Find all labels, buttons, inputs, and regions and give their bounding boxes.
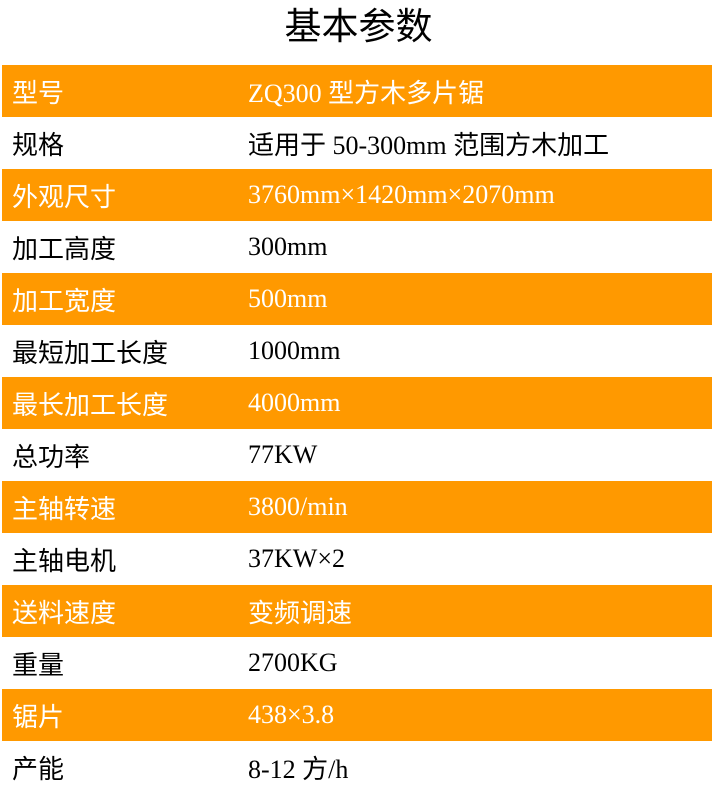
table-row: 规格 适用于 50-300mm 范围方木加工 xyxy=(2,117,712,169)
param-value: 4000mm xyxy=(248,388,341,417)
page-title: 基本参数 xyxy=(284,7,433,48)
param-value: 300mm xyxy=(248,232,328,261)
table-row: 产能 8-12 方/h xyxy=(2,741,712,793)
param-value: 变频调速 xyxy=(248,598,353,628)
param-label: 规格 xyxy=(12,130,65,160)
table-row: 最短加工长度 1000mm xyxy=(2,325,712,377)
param-value: ZQ300 型方木多片锯 xyxy=(248,78,485,108)
param-label: 外观尺寸 xyxy=(12,182,117,212)
param-label: 最短加工长度 xyxy=(12,338,169,368)
param-label: 产能 xyxy=(12,754,65,784)
param-label: 加工宽度 xyxy=(12,286,117,316)
param-label: 主轴转速 xyxy=(12,494,117,524)
param-value: 37KW×2 xyxy=(248,544,345,573)
table-row: 加工宽度 500mm xyxy=(2,273,712,325)
table-row: 型号 ZQ300 型方木多片锯 xyxy=(2,65,712,117)
param-value: 438×3.8 xyxy=(248,700,335,729)
param-label: 最长加工长度 xyxy=(12,390,169,420)
table-row: 送料速度 变频调速 xyxy=(2,585,712,637)
table-row: 主轴转速 3800/min xyxy=(2,481,712,533)
table-row: 最长加工长度 4000mm xyxy=(2,377,712,429)
table-row: 总功率 77KW xyxy=(2,429,712,481)
parameters-table: 型号 ZQ300 型方木多片锯规格 适用于 50-300mm 范围方木加工外观尺寸 3… xyxy=(2,65,712,793)
param-label: 型号 xyxy=(12,78,65,108)
param-value: 77KW xyxy=(248,440,318,469)
table-row: 主轴电机 37KW×2 xyxy=(2,533,712,585)
param-label: 重量 xyxy=(12,650,65,680)
param-label: 锯片 xyxy=(12,702,65,732)
table-row: 锯片 438×3.8 xyxy=(2,689,712,741)
param-value: 8-12 方/h xyxy=(248,754,349,784)
param-value: 3800/min xyxy=(248,492,348,521)
param-label: 总功率 xyxy=(12,442,91,472)
param-label: 加工高度 xyxy=(12,234,117,264)
param-label: 送料速度 xyxy=(12,598,117,628)
table-row: 加工高度 300mm xyxy=(2,221,712,273)
param-value: 1000mm xyxy=(248,336,341,365)
param-value: 3760mm×1420mm×2070mm xyxy=(248,180,555,209)
param-value: 2700KG xyxy=(248,648,338,677)
table-row: 重量 2700KG xyxy=(2,637,712,689)
param-value: 适用于 50-300mm 范围方木加工 xyxy=(248,130,610,160)
table-row: 外观尺寸 3760mm×1420mm×2070mm xyxy=(2,169,712,221)
param-label: 主轴电机 xyxy=(12,546,117,576)
param-value: 500mm xyxy=(248,284,328,313)
